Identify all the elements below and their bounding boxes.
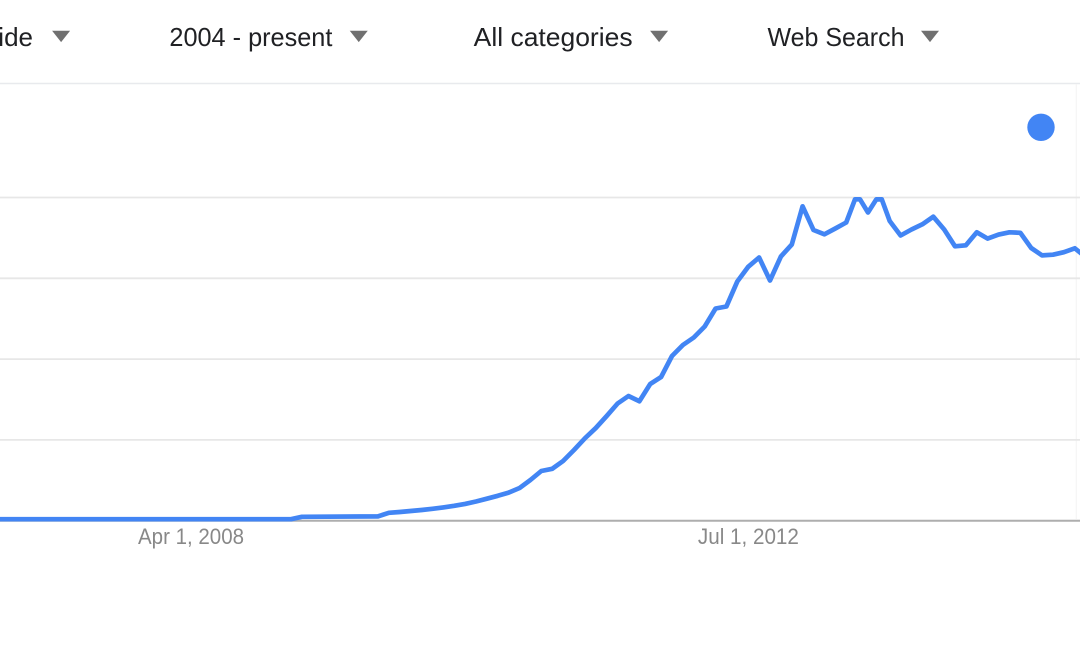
svg-text:Jul 1, 2012: Jul 1, 2012: [698, 524, 799, 549]
svg-text:Web Search: Web Search: [768, 22, 905, 52]
svg-text:Worldwide: Worldwide: [0, 22, 33, 52]
svg-text:2004 - present: 2004 - present: [169, 22, 333, 52]
svg-text:Apr 1, 2008: Apr 1, 2008: [138, 524, 244, 549]
svg-text:All categories: All categories: [474, 22, 633, 52]
